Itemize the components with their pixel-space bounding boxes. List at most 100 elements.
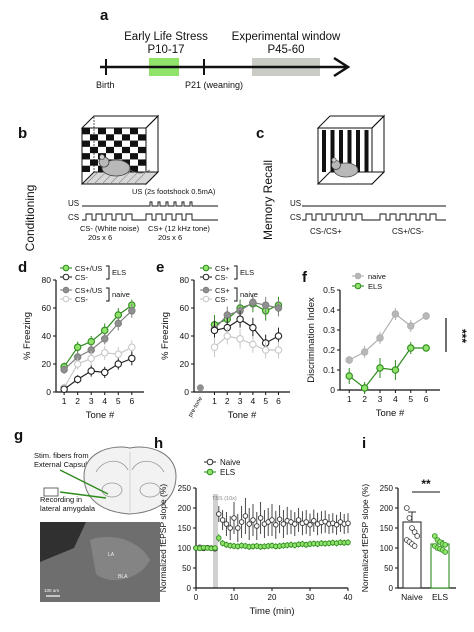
legend-marker (202, 264, 210, 272)
exp-window-age: P45-60 (267, 44, 304, 56)
data-point (242, 513, 249, 519)
data-point (442, 549, 449, 555)
legend-entry: CS- (215, 295, 228, 304)
panel-g-schematic: Stim. fibers from External Capsule Recor… (34, 446, 177, 602)
els-age: P10-17 (147, 44, 184, 56)
stim-label-2: External Capsule (34, 460, 91, 469)
axes (55, 280, 144, 393)
us-row-label: US (68, 199, 79, 208)
data-point (391, 366, 400, 374)
legend-marker (202, 295, 210, 303)
data-point (219, 517, 226, 523)
legend-entry: CS+/US (75, 264, 102, 273)
y-tick-label: 200 (380, 504, 394, 513)
data-point (442, 541, 449, 548)
csplus-reps: 20s x 6 (158, 233, 182, 242)
legend-entry: CS+/US (75, 286, 102, 295)
x-tick-label: 4 (102, 396, 107, 406)
data-point (261, 301, 270, 309)
data-point (100, 326, 109, 335)
x-tick-label: Naive (401, 592, 423, 602)
data-point (409, 525, 415, 531)
data-point (73, 343, 82, 351)
timeline-arrowhead (333, 56, 351, 78)
data-point (345, 520, 351, 526)
panel-f-chart: f 0 0.1 0.2 0.3 0.4 0.5 1 2 3 4 5 6 Tone # Discriminat… (302, 269, 469, 419)
legend-entry: CS- (215, 273, 228, 282)
data-point (411, 543, 418, 549)
x-tick-label: 6 (129, 396, 134, 406)
wall-stripe (347, 130, 352, 172)
legend-group: naive (240, 290, 258, 299)
data-point (311, 518, 317, 524)
checker-square (122, 146, 130, 154)
data-point (249, 340, 257, 349)
checker-square (90, 146, 98, 154)
legend-group: ELS (112, 268, 126, 277)
record-label: Recording in (40, 495, 82, 504)
tbs-marker (213, 494, 218, 588)
data-point (236, 335, 244, 343)
data-point (114, 350, 123, 358)
data-point (100, 368, 109, 377)
data-point (87, 354, 95, 363)
checker-square (114, 153, 122, 160)
x-axis-label: Tone # (228, 410, 257, 421)
x-tick-label: 5 (408, 394, 413, 404)
pretone-point (196, 384, 204, 392)
x-tick-label: 20 (268, 593, 277, 602)
pretone-label: pre-tone (188, 395, 205, 418)
panel-label-e: e (156, 259, 164, 276)
x-tick-label: 6 (424, 394, 429, 404)
data-point (216, 511, 222, 517)
data-point (87, 337, 95, 346)
weaning-label: P21 (weaning) (185, 80, 243, 90)
data-point (100, 349, 109, 357)
y-tick-label: 0.5 (323, 285, 335, 295)
x-tick-label: 1 (212, 396, 217, 406)
checker-square (130, 128, 138, 135)
cs-trace (82, 213, 218, 221)
micrograph-la: LA (108, 552, 115, 558)
x-tick-label: 3 (238, 396, 243, 406)
tbs-annotation: TBS (10x) (212, 496, 237, 502)
y-tick-label: 0 (46, 387, 51, 397)
legend-entry: CS- (75, 295, 88, 304)
els-label: Early Life Stress (124, 31, 208, 43)
y-tick-label: 250 (380, 484, 394, 493)
data-point (60, 385, 68, 393)
data-point (414, 533, 421, 539)
checker-square (122, 134, 130, 141)
data-point (223, 521, 230, 527)
data-point (345, 372, 353, 380)
y-axis-label: % Freezing (22, 312, 33, 360)
checker-square (130, 165, 138, 172)
data-point (231, 515, 237, 521)
data-point (303, 519, 309, 525)
panel-a-timeline: Early Life Stress P10-17 Experimental wi… (96, 31, 351, 90)
checker-square (98, 140, 106, 147)
recall-cs-trace (302, 213, 446, 221)
panel-h-chart: h TBS (10x) 0 50 100 150 200 250 0 10 20 30 40 Time (… (154, 435, 353, 617)
data-point (254, 523, 260, 529)
y-tick-label: 40 (180, 331, 190, 341)
y-tick-label: 80 (180, 275, 190, 285)
legend-group: ELS (240, 268, 254, 277)
cs-row-label: CS (68, 213, 79, 222)
x-tick-label: 6 (276, 396, 281, 406)
legend-bracket (106, 265, 110, 280)
conditioning-chamber (80, 114, 160, 186)
data-point (274, 332, 283, 340)
data-point (235, 525, 241, 531)
data-point (210, 326, 219, 335)
checker-square (114, 128, 122, 135)
legend-bracket (234, 287, 238, 302)
y-tick-label: 0.4 (323, 305, 335, 315)
data-point (307, 522, 313, 528)
data-point (407, 322, 415, 330)
wall-stripe (339, 130, 343, 172)
y-tick-label: 150 (380, 524, 394, 533)
y-tick-label: 0 (184, 387, 189, 397)
significance-stars: ** (421, 477, 431, 491)
